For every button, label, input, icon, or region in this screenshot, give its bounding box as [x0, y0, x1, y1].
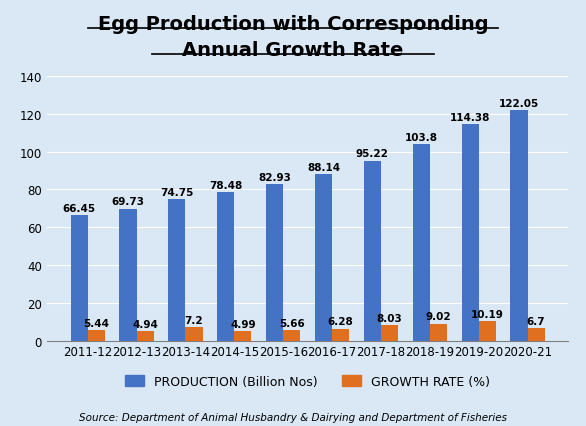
Bar — [413, 145, 430, 341]
Bar — [527, 328, 545, 341]
Text: 69.73: 69.73 — [111, 197, 145, 207]
Text: 4.99: 4.99 — [230, 319, 255, 329]
Text: Source: Department of Animal Husbandry & Dairying and Department of Fisheries: Source: Department of Animal Husbandry &… — [79, 412, 507, 422]
Text: 5.44: 5.44 — [83, 318, 109, 328]
Text: 4.94: 4.94 — [132, 319, 158, 329]
Text: 7.2: 7.2 — [185, 315, 203, 325]
Text: Annual Growth Rate: Annual Growth Rate — [182, 40, 404, 59]
Text: 10.19: 10.19 — [471, 309, 504, 320]
Text: 6.7: 6.7 — [527, 316, 546, 326]
Text: 82.93: 82.93 — [258, 172, 291, 182]
Bar — [120, 209, 137, 341]
Text: 5.66: 5.66 — [279, 318, 305, 328]
Text: 8.03: 8.03 — [377, 314, 403, 323]
Bar — [137, 331, 154, 341]
Text: 114.38: 114.38 — [450, 113, 490, 123]
Bar — [479, 322, 496, 341]
Text: 95.22: 95.22 — [356, 149, 389, 159]
Bar — [315, 175, 332, 341]
Text: 103.8: 103.8 — [405, 133, 438, 143]
Text: 74.75: 74.75 — [160, 187, 193, 198]
Bar — [364, 161, 381, 341]
Text: 66.45: 66.45 — [63, 203, 96, 213]
Text: Egg Production with Corresponding: Egg Production with Corresponding — [98, 15, 488, 34]
Bar — [430, 324, 447, 341]
Bar — [283, 330, 300, 341]
Text: 88.14: 88.14 — [307, 162, 340, 172]
Bar — [462, 125, 479, 341]
Bar — [266, 184, 283, 341]
Bar — [234, 331, 251, 341]
Bar — [510, 110, 527, 341]
Bar — [70, 216, 88, 341]
Bar — [381, 325, 398, 341]
Legend: PRODUCTION (Billion Nos), GROWTH RATE (%): PRODUCTION (Billion Nos), GROWTH RATE (%… — [120, 370, 495, 393]
Bar — [332, 329, 349, 341]
Bar — [88, 331, 105, 341]
Text: 9.02: 9.02 — [425, 311, 451, 322]
Text: 78.48: 78.48 — [209, 181, 243, 190]
Bar — [168, 200, 185, 341]
Text: 6.28: 6.28 — [328, 317, 353, 327]
Bar — [185, 327, 203, 341]
Text: 122.05: 122.05 — [499, 98, 539, 108]
Bar — [217, 193, 234, 341]
